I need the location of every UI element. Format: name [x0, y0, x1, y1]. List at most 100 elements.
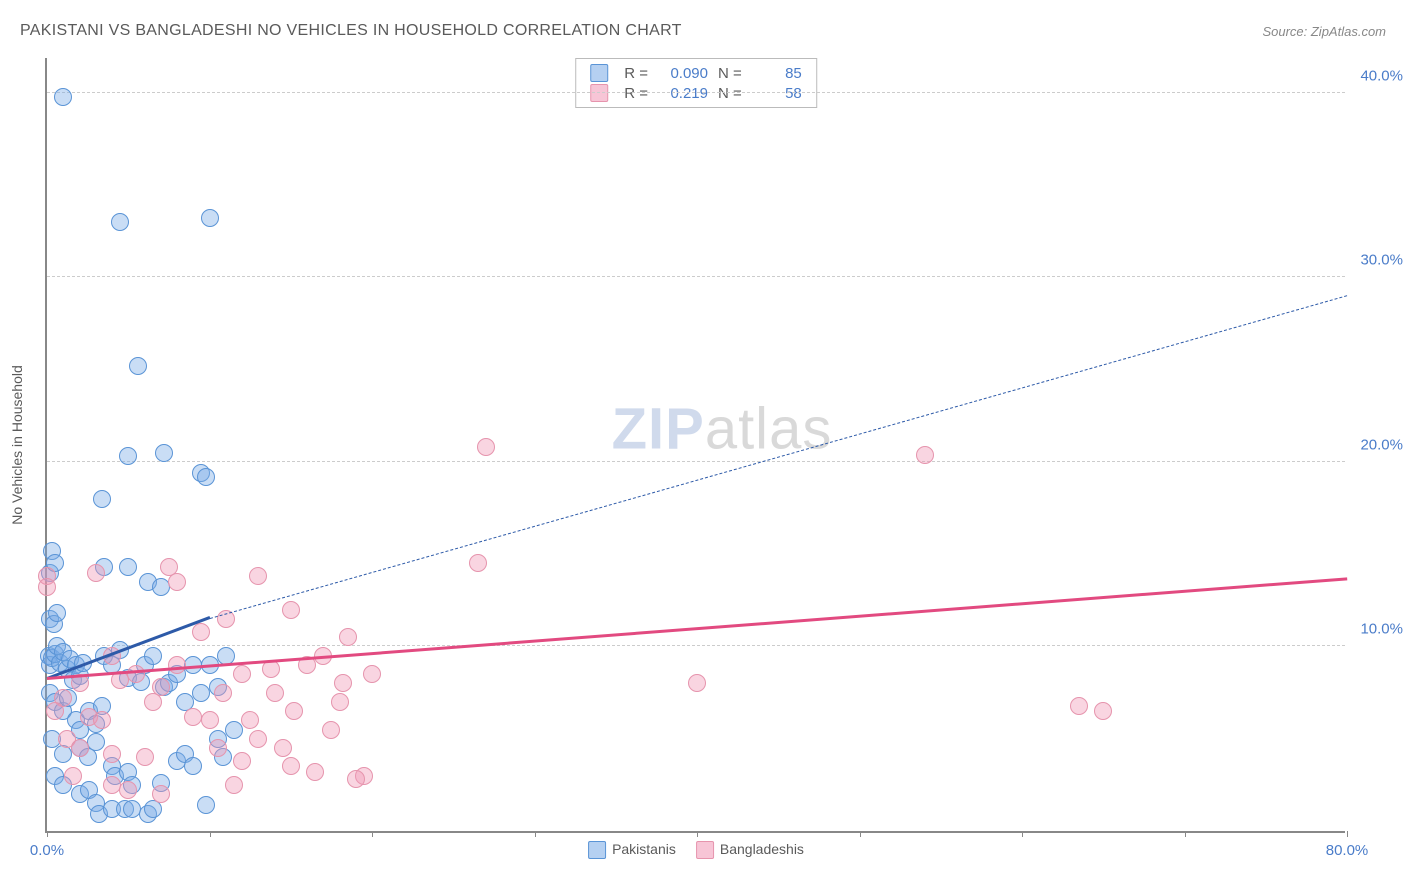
scatter-point [201, 711, 219, 729]
scatter-point [87, 564, 105, 582]
scatter-point [347, 770, 365, 788]
scatter-point [916, 446, 934, 464]
legend-swatch [590, 64, 608, 82]
scatter-point [192, 623, 210, 641]
scatter-point [184, 757, 202, 775]
watermark: ZIPatlas [612, 396, 833, 463]
legend-swatch [588, 841, 606, 859]
scatter-point [111, 213, 129, 231]
watermark-atlas: atlas [705, 397, 833, 462]
scatter-point [197, 468, 215, 486]
scatter-point [71, 739, 89, 757]
legend-swatch [696, 841, 714, 859]
scatter-point [87, 733, 105, 751]
scatter-point [233, 752, 251, 770]
scatter-point [155, 444, 173, 462]
scatter-point [201, 209, 219, 227]
legend-r-label: R = [624, 65, 648, 82]
legend-item: Bangladeshis [696, 841, 804, 859]
scatter-plot-area: No Vehicles in Household ZIPatlas R =0.0… [45, 58, 1345, 833]
scatter-point [46, 702, 64, 720]
scatter-point [184, 708, 202, 726]
scatter-point [241, 711, 259, 729]
scatter-point [209, 739, 227, 757]
scatter-point [64, 767, 82, 785]
scatter-point [331, 693, 349, 711]
scatter-point [225, 776, 243, 794]
scatter-point [363, 665, 381, 683]
legend-r-value: 0.219 [658, 85, 708, 102]
legend-n-value: 58 [752, 85, 802, 102]
scatter-point [225, 721, 243, 739]
y-axis-label: No Vehicles in Household [9, 365, 25, 525]
gridline-h [47, 92, 1345, 93]
correlation-legend: R = 0.090 N = 85 R = 0.219 N = 58 [575, 58, 817, 108]
scatter-point [103, 745, 121, 763]
scatter-point [168, 573, 186, 591]
scatter-point [119, 447, 137, 465]
scatter-point [469, 554, 487, 572]
scatter-point [1094, 702, 1112, 720]
legend-n-value: 85 [752, 65, 802, 82]
scatter-point [285, 702, 303, 720]
gridline-h [47, 276, 1345, 277]
scatter-point [48, 604, 66, 622]
scatter-point [477, 438, 495, 456]
chart-title: PAKISTANI VS BANGLADESHI NO VEHICLES IN … [20, 22, 682, 40]
y-tick-label: 20.0% [1360, 436, 1403, 453]
scatter-point [214, 684, 232, 702]
scatter-point [322, 721, 340, 739]
legend-r-value: 0.090 [658, 65, 708, 82]
legend-n-label: N = [718, 85, 742, 102]
scatter-point [136, 748, 154, 766]
watermark-zip: ZIP [612, 397, 705, 462]
x-tick [1022, 831, 1023, 837]
scatter-point [282, 601, 300, 619]
scatter-point [127, 665, 145, 683]
gridline-h [47, 645, 1345, 646]
scatter-point [152, 678, 170, 696]
x-tick [372, 831, 373, 837]
scatter-point [119, 781, 137, 799]
legend-n-label: N = [718, 65, 742, 82]
source-attribution: Source: ZipAtlas.com [1262, 24, 1386, 39]
scatter-point [266, 684, 284, 702]
scatter-point [282, 757, 300, 775]
scatter-point [233, 665, 251, 683]
correlation-legend-row: R = 0.090 N = 85 [590, 63, 802, 83]
scatter-point [152, 785, 170, 803]
x-tick [535, 831, 536, 837]
x-tick [697, 831, 698, 837]
y-tick-label: 30.0% [1360, 252, 1403, 269]
scatter-point [93, 490, 111, 508]
x-tick [47, 831, 48, 837]
legend-swatch [590, 84, 608, 102]
scatter-point [334, 674, 352, 692]
gridline-h [47, 461, 1345, 462]
x-tick [210, 831, 211, 837]
series-legend: Pakistanis Bangladeshis [588, 841, 804, 859]
x-tick [1347, 831, 1348, 837]
y-tick-label: 10.0% [1360, 621, 1403, 638]
x-tick-label: 80.0% [1326, 842, 1369, 859]
correlation-legend-row: R = 0.219 N = 58 [590, 83, 802, 103]
scatter-point [38, 578, 56, 596]
y-tick-label: 40.0% [1360, 67, 1403, 84]
legend-r-label: R = [624, 85, 648, 102]
trend-line [209, 295, 1347, 619]
trend-line [47, 577, 1347, 680]
scatter-point [168, 656, 186, 674]
scatter-point [54, 88, 72, 106]
legend-item: Pakistanis [588, 841, 676, 859]
scatter-point [339, 628, 357, 646]
scatter-point [1070, 697, 1088, 715]
scatter-point [93, 711, 111, 729]
scatter-point [274, 739, 292, 757]
scatter-point [119, 558, 137, 576]
scatter-point [144, 647, 162, 665]
scatter-point [688, 674, 706, 692]
x-tick [860, 831, 861, 837]
scatter-point [197, 796, 215, 814]
scatter-point [129, 357, 147, 375]
scatter-point [249, 567, 267, 585]
